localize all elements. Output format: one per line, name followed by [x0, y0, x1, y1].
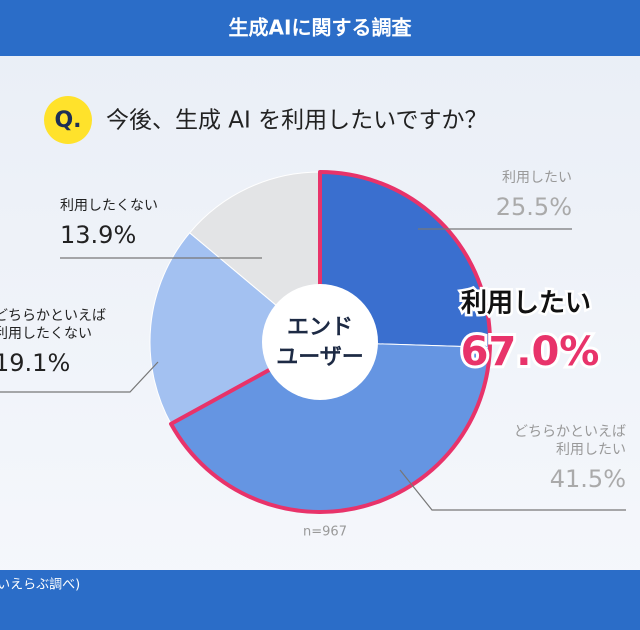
- highlight-value: 67.0%: [461, 329, 600, 375]
- donut-slice: [149, 232, 321, 425]
- footer-bar: [0, 570, 640, 630]
- leader-line: [0, 361, 159, 393]
- slice-label: 利用したい: [556, 442, 626, 458]
- slice-label: 利用したくない: [0, 326, 92, 342]
- slice-value: 13.9%: [60, 221, 136, 249]
- center-circle: [262, 284, 378, 400]
- header-bar: [0, 0, 640, 56]
- q-badge-text: Q.: [54, 108, 81, 133]
- donut-chart: エンドユーザー利用したい25.5%どちらかといえば利用したい41.5%どちらかと…: [0, 170, 626, 540]
- highlight-outline: [169, 170, 492, 514]
- slice-value: 25.5%: [496, 193, 572, 221]
- slice-label: どちらかといえば: [0, 308, 106, 324]
- slice-label: 利用したくない: [60, 198, 158, 214]
- sample-size: n=967: [303, 525, 347, 540]
- header-title: 生成AIに関する調査: [229, 16, 412, 40]
- highlight-label: 利用したい: [461, 289, 591, 319]
- center-label: エンド: [287, 315, 353, 340]
- slice-value: 19.1%: [0, 349, 70, 377]
- slice-value: 41.5%: [550, 465, 626, 493]
- question-text: 今後、生成 AI を利用したいですか？: [106, 108, 487, 134]
- center-label: ユーザー: [276, 345, 364, 370]
- slice-label: どちらかといえば: [514, 424, 626, 440]
- slice-label: 利用したい: [502, 170, 572, 186]
- leader-line: [399, 469, 626, 511]
- source: (いえらぶ調べ): [0, 578, 80, 593]
- q-badge: [44, 96, 92, 144]
